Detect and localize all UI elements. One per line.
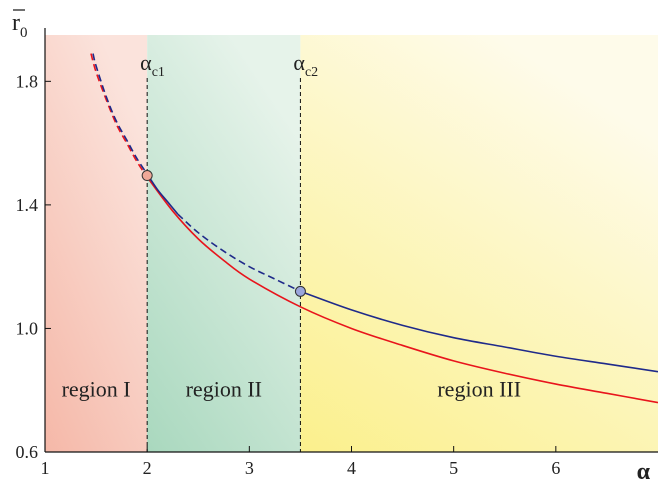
region-backgrounds: [45, 35, 658, 452]
series-2-segment-3: [177, 213, 301, 293]
y-axis-title: r0: [12, 10, 28, 41]
critical-label-2: αc2: [293, 50, 318, 80]
critical-lines: [146, 78, 301, 452]
transition-marker-2: [294, 285, 306, 297]
labels-group: region I region II region III αc1 αc2 1 2 3 4 5 6 0…: [12, 9, 651, 483]
series-2-segment-2: [146, 173, 179, 215]
axes: [44, 28, 658, 453]
series-group: [90, 53, 658, 404]
region-2-label: region II: [186, 376, 262, 401]
y-tick-label-2: 1.0: [16, 318, 39, 338]
series-1-segment-2: [146, 176, 658, 404]
y-tick-label-4: 1.8: [16, 71, 39, 91]
y-tick-label-3: 1.4: [16, 195, 39, 215]
y-tick-label-1: 0.6: [16, 442, 39, 462]
x-tick-label-2: 2: [143, 458, 152, 478]
region-1-label: region I: [62, 376, 131, 401]
transition-marker-1: [141, 170, 153, 182]
x-tick-label-6: 6: [551, 458, 560, 478]
x-tick-label-5: 5: [449, 458, 458, 478]
region-1-background: [45, 35, 148, 452]
x-tick-label-1: 1: [41, 458, 50, 478]
markers-group: [141, 170, 306, 297]
series-2-segment-1: [92, 53, 148, 175]
region-2-background: [147, 35, 301, 452]
series-2-segment-4: [300, 290, 658, 373]
critical-label-1: αc1: [140, 50, 165, 80]
x-tick-label-3: 3: [245, 458, 254, 478]
x-tick-label-4: 4: [347, 458, 356, 478]
region-3-label: region III: [437, 376, 521, 401]
x-axis-title: α: [637, 459, 651, 483]
region-3-background: [300, 35, 658, 452]
